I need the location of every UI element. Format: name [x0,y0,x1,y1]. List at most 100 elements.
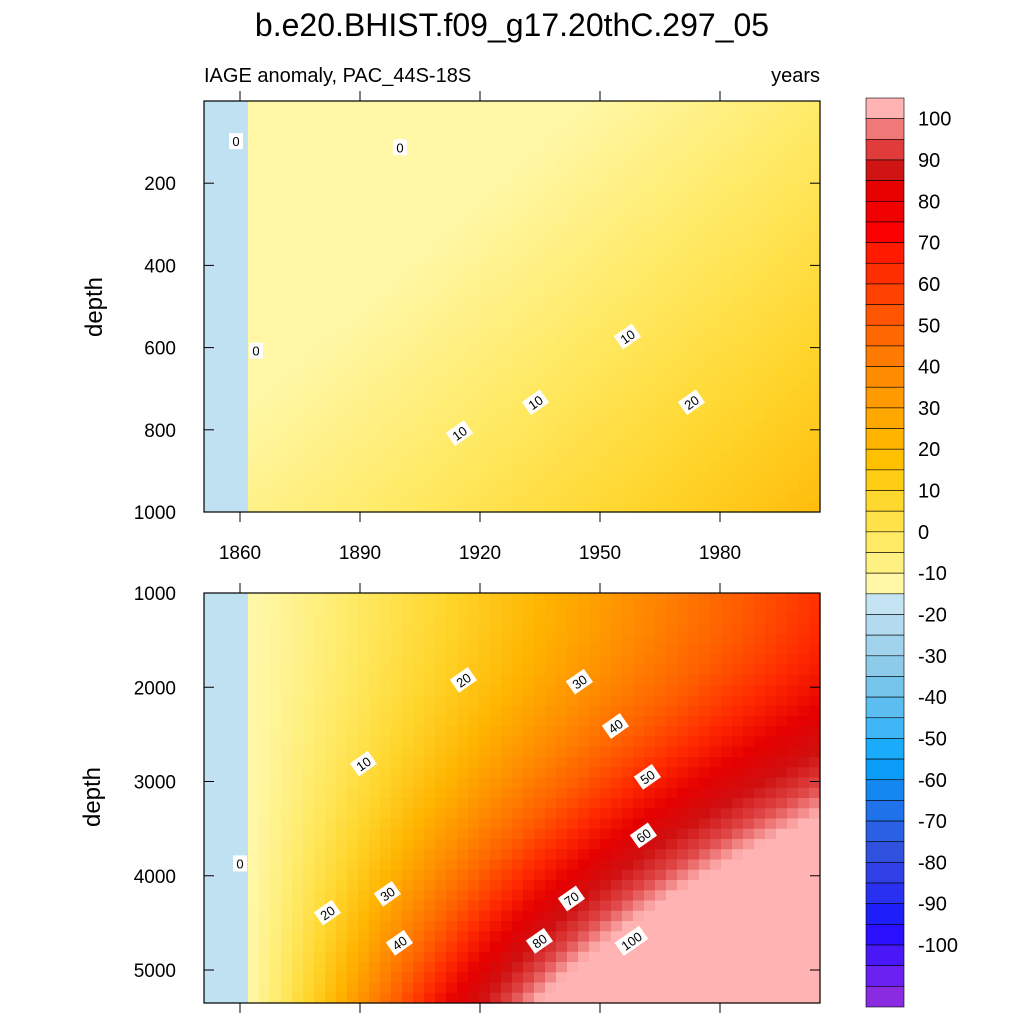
field-cell [479,419,491,431]
field-cell [523,450,535,462]
field-cell [578,357,590,369]
field-cell [314,921,326,932]
field-cell [380,491,392,503]
field-cell [281,726,293,738]
field-cell [237,982,249,994]
field-cell [237,306,249,318]
field-cell [259,634,271,645]
field-cell [655,419,667,431]
field-cell [248,705,260,717]
field-cell [336,111,348,123]
field-cell [501,255,513,267]
field-cell [259,962,271,973]
field-cell [512,818,524,830]
field-cell [457,121,469,133]
field-cell [600,716,612,727]
field-cell [743,244,755,256]
field-cell [226,767,238,779]
field-cell [589,409,601,421]
field-cell [270,787,282,799]
x-tick-label: 1890 [339,543,381,564]
field-cell [633,593,645,604]
field-cell [611,644,623,656]
field-cell [314,327,326,338]
field-cell [292,255,304,267]
field-cell [523,255,535,267]
field-cell [215,285,227,297]
field-cell [402,265,414,277]
field-cell [490,183,502,195]
field-cell [358,429,370,441]
field-cell [358,941,370,953]
field-cell [545,327,557,338]
field-cell [534,798,546,809]
field-cell [248,777,260,789]
field-cell [369,172,381,184]
field-cell [534,634,546,645]
field-cell [435,818,447,830]
field-cell [358,224,370,236]
field-cell [611,675,623,686]
field-cell [369,921,381,932]
field-cell [259,224,271,236]
field-cell [325,337,337,349]
field-cell [479,921,491,932]
field-cell [589,849,601,861]
field-cell [578,327,590,338]
field-cell [776,460,788,472]
field-cell [743,716,755,727]
field-cell [732,726,744,738]
field-cell [545,603,557,615]
field-cell [237,992,249,1004]
field-cell [688,982,700,994]
field-cell [567,603,579,615]
field-cell [259,265,271,277]
field-cell [501,224,513,236]
field-cell [204,972,216,984]
field-cell [600,327,612,338]
field-cell [314,705,326,717]
field-cell [688,593,700,604]
field-cell [600,121,612,133]
field-cell [567,234,579,246]
field-cell [215,828,227,840]
field-cell [325,111,337,123]
field-cell [446,982,458,994]
field-cell [556,654,568,666]
field-cell [644,972,656,984]
field-cell [413,121,425,133]
field-cell [655,634,667,645]
field-cell [358,296,370,308]
field-cell [732,757,744,768]
field-cell [611,440,623,451]
field-cell [600,890,612,902]
field-cell [237,623,249,635]
field-cell [622,910,634,922]
field-cell [358,183,370,195]
field-cell [226,675,238,686]
field-cell [402,787,414,799]
field-cell [204,603,216,615]
field-cell [490,992,502,1004]
field-cell [776,982,788,994]
field-cell [743,972,755,984]
field-cell [402,603,414,615]
field-cell [303,767,315,779]
field-cell [435,685,447,697]
field-cell [259,285,271,297]
field-cell [688,481,700,493]
field-cell [633,378,645,390]
field-cell [204,357,216,369]
field-cell [457,398,469,410]
field-cell [358,798,370,809]
field-cell [391,398,403,410]
field-cell [622,265,634,277]
field-cell [259,460,271,472]
field-cell [314,603,326,615]
field-cell [611,736,623,748]
field-cell [523,152,535,164]
field-cell [512,982,524,994]
field-cell [666,859,678,871]
field-cell [369,787,381,799]
field-cell [754,429,766,441]
